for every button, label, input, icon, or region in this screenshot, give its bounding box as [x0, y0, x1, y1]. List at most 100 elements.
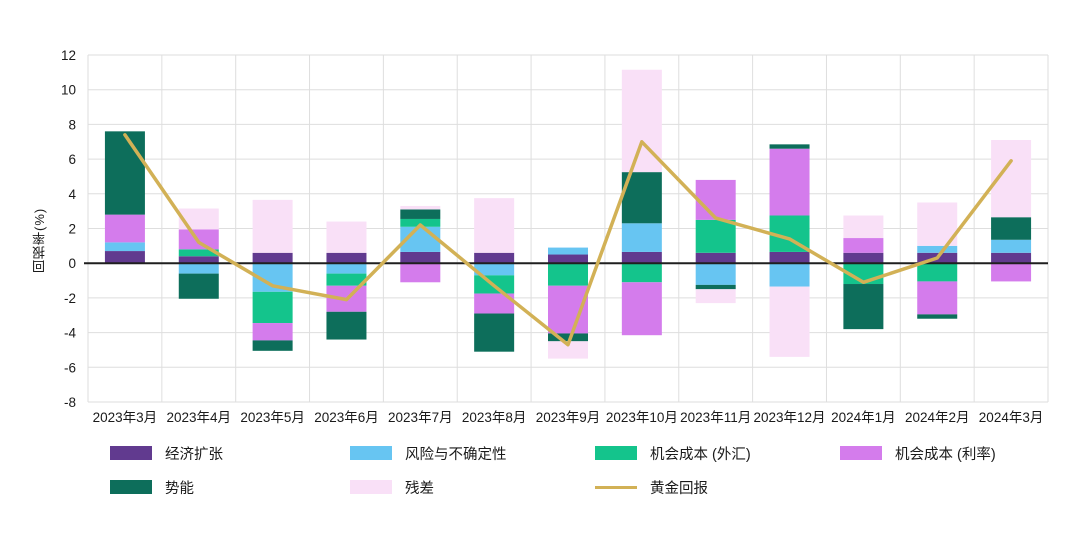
bar-segment-风险与不确定性 [695, 263, 736, 285]
bar-segment-经济扩张 [178, 256, 219, 264]
bar-segment-经济扩张 [400, 251, 441, 264]
y-tick-label: 12 [61, 48, 76, 63]
bar-segment-机会成本 (利率) [400, 263, 441, 283]
x-tick-label: 2023年11月 [680, 410, 751, 425]
bar-segment-经济扩张 [474, 252, 515, 264]
chart-legend: 经济扩张 风险与不确定性 机会成本 (外汇) 机会成本 (利率) 势能 残差 黄金回报 [0, 0, 1080, 497]
legend-label: 经济扩张 [165, 446, 223, 463]
bar-segment-势能 [178, 273, 219, 299]
x-tick-label: 2024年3月 [979, 410, 1044, 425]
y-tick-label: 10 [61, 83, 76, 98]
bar-segment-风险与不确定性 [474, 263, 515, 276]
bar-segment-势能 [917, 314, 958, 319]
x-tick-label: 2024年2月 [905, 410, 970, 425]
bar-segment-势能 [326, 311, 367, 340]
bar-segment-机会成本 (利率) [104, 214, 145, 243]
bar-segment-势能 [252, 340, 293, 351]
legend-item-势能: 势能 [110, 479, 194, 497]
y-tick-label: 0 [68, 256, 76, 271]
bar-segment-风险与不确定性 [991, 239, 1032, 253]
bar-segment-机会成本 (外汇) [178, 249, 219, 257]
y-tick-label: -6 [64, 360, 76, 375]
legend-item-经济扩张: 经济扩张 [110, 445, 223, 463]
bar-segment-经济扩张 [843, 252, 884, 264]
bar-segment-残差 [252, 199, 293, 253]
y-tick-label: -8 [64, 395, 76, 410]
bar-segment-势能 [991, 217, 1032, 240]
x-tick-label: 2024年1月 [831, 410, 896, 425]
y-tick-label: 6 [68, 152, 76, 167]
bar-segment-机会成本 (利率) [769, 148, 810, 216]
bar-segment-势能 [769, 144, 810, 149]
legend-label: 机会成本 (外汇) [650, 446, 751, 463]
bar-segment-经济扩张 [104, 251, 145, 264]
legend-label: 黄金回报 [650, 480, 708, 497]
gold-return-line [123, 133, 1013, 347]
y-tick-label: -4 [64, 326, 76, 341]
bar-segment-机会成本 (外汇) [326, 273, 367, 286]
legend-item-机会成本 (外汇): 机会成本 (外汇) [595, 445, 751, 463]
x-tick-label: 2023年4月 [166, 410, 231, 425]
legend-item-残差: 残差 [350, 479, 434, 497]
bar-segment-势能 [104, 131, 145, 215]
bar-segment-经济扩张 [991, 252, 1032, 264]
bar-segment-机会成本 (外汇) [252, 291, 293, 324]
bar-segment-势能 [400, 209, 441, 219]
bar-segment-经济扩张 [252, 252, 293, 264]
legend-color-swatch [110, 446, 152, 460]
legend-line-swatch [595, 485, 637, 489]
legend-item-风险与不确定性: 风险与不确定性 [350, 445, 507, 463]
y-tick-label: 4 [68, 187, 76, 202]
x-tick-label: 2023年6月 [314, 410, 379, 425]
x-tick-label: 2023年3月 [93, 410, 158, 425]
y-tick-label: 2 [68, 222, 76, 237]
bar-segment-风险与不确定性 [178, 263, 219, 274]
x-tick-label: 2023年12月 [754, 410, 826, 425]
bar-segment-机会成本 (利率) [843, 238, 884, 253]
x-tick-label: 2023年7月 [388, 410, 453, 425]
bar-segment-势能 [843, 284, 884, 330]
bar-segment-残差 [400, 205, 441, 210]
bar-segment-势能 [548, 333, 588, 342]
bar-segment-机会成本 (外汇) [548, 263, 588, 286]
bar-segment-机会成本 (外汇) [621, 263, 662, 283]
bar-segment-残差 [695, 289, 736, 304]
bar-segment-残差 [843, 215, 884, 239]
bar-segment-机会成本 (利率) [252, 323, 293, 341]
bar-segment-势能 [474, 313, 515, 352]
legend-color-swatch [595, 446, 637, 460]
bar-segment-残差 [474, 198, 515, 253]
plot-area: 12 10 8 6 4 2 0 -2 -4 -6 -8 2023年3月 2023年4月 2023年5月 20… [61, 48, 1049, 425]
legend-label: 机会成本 (利率) [895, 446, 996, 463]
bar-segment-机会成本 (利率) [621, 282, 662, 336]
legend-item-机会成本 (利率): 机会成本 (利率) [840, 445, 996, 463]
legend-item-黄金回报: 黄金回报 [595, 479, 708, 497]
legend-color-swatch [840, 446, 882, 460]
bar-segment-风险与不确定性 [548, 247, 588, 255]
legend-color-swatch [350, 480, 392, 494]
legend-label: 势能 [165, 480, 194, 497]
bar-segment-经济扩张 [548, 254, 588, 264]
bar-segment-机会成本 (外汇) [695, 219, 736, 253]
bar-segment-风险与不确定性 [769, 263, 810, 287]
bar-segment-残差 [548, 341, 588, 359]
legend-label: 风险与不确定性 [405, 446, 507, 463]
bar-segment-机会成本 (利率) [695, 179, 736, 220]
y-tick-label: -2 [64, 291, 76, 306]
bar-segment-风险与不确定性 [104, 242, 145, 252]
bar-segment-机会成本 (利率) [917, 281, 958, 315]
legend-label: 残差 [405, 480, 434, 497]
y-tick-label: 8 [68, 117, 76, 132]
bar-segment-机会成本 (利率) [991, 263, 1032, 282]
bar-segment-经济扩张 [695, 252, 736, 264]
bar-segment-残差 [769, 286, 810, 357]
bar-segment-残差 [178, 208, 219, 230]
bar-segment-机会成本 (利率) [474, 293, 515, 314]
bar-segment-势能 [695, 284, 736, 290]
bar-segment-机会成本 (外汇) [400, 218, 441, 227]
x-tick-label: 2023年9月 [536, 410, 601, 425]
bar-segment-经济扩张 [326, 252, 367, 264]
bar-segment-风险与不确定性 [326, 263, 367, 274]
legend-color-swatch [350, 446, 392, 460]
